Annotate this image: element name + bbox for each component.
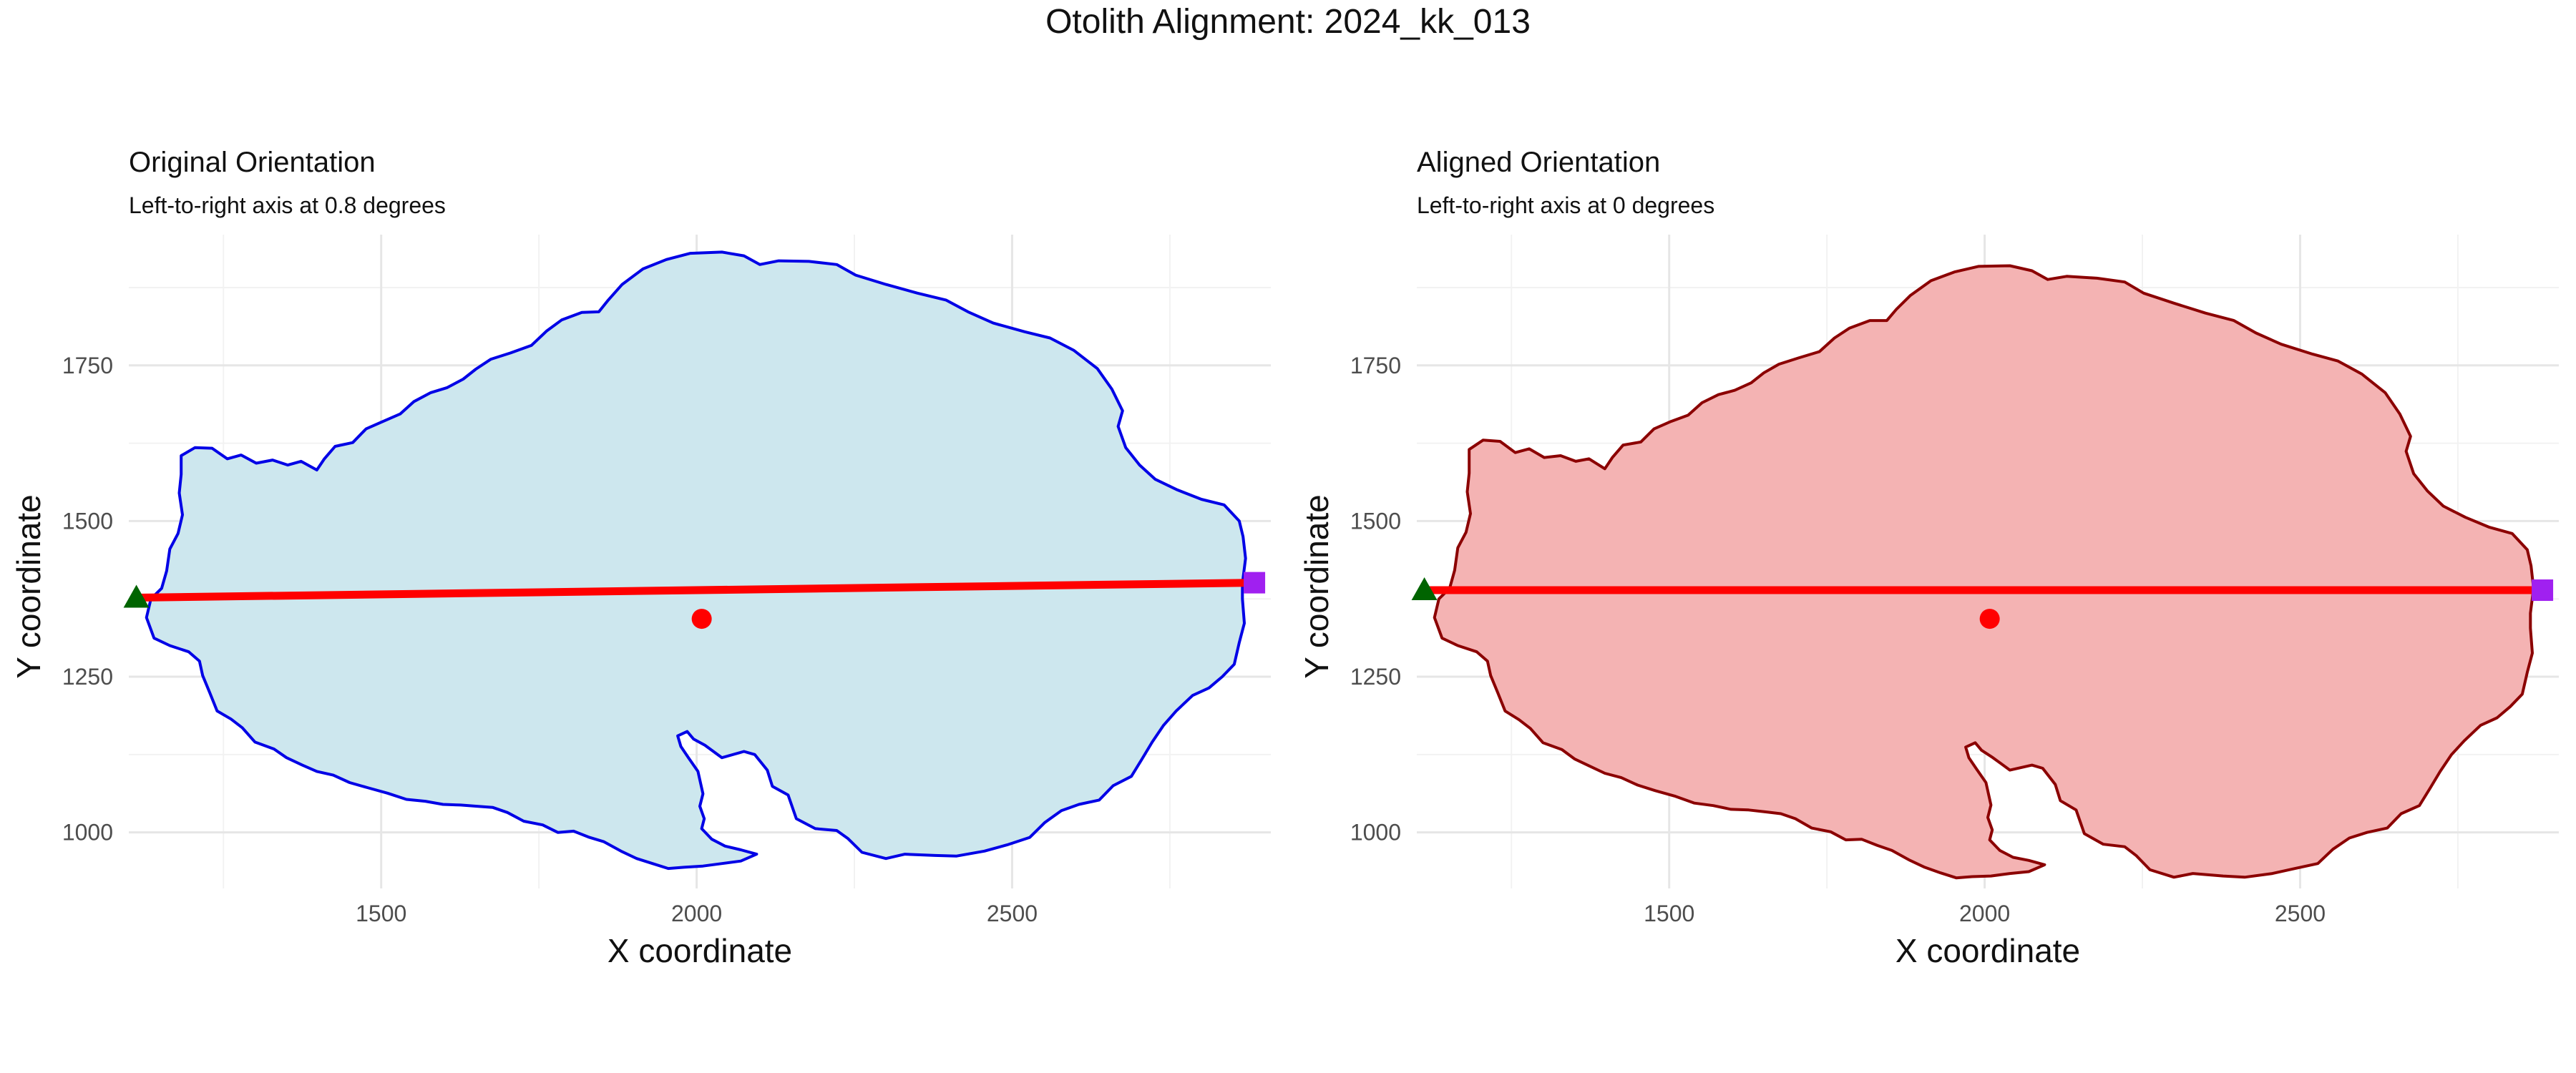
otolith-outline — [1433, 264, 2535, 880]
y-tick-label: 1000 — [1350, 820, 1401, 846]
y-tick-label: 1250 — [62, 664, 113, 690]
panel-original-subtitle: Left-to-right axis at 0.8 degrees — [129, 192, 446, 218]
panel-aligned-xticks: 1500 2000 2500 — [1644, 901, 2326, 926]
y-tick-label: 1500 — [62, 508, 113, 534]
panel-aligned-title: Aligned Orientation — [1417, 147, 1660, 178]
panel-original-ylabel: Y coordinate — [10, 494, 47, 678]
otolith-outline — [145, 250, 1247, 871]
panel-original-yticks: 1000 1250 1500 1750 — [62, 353, 113, 846]
panel-aligned-subtitle: Left-to-right axis at 0 degrees — [1417, 192, 1714, 218]
panel-aligned-yticks: 1000 1250 1500 1750 — [1350, 353, 1401, 846]
alignment-axis-line — [136, 579, 1255, 602]
left-endpoint-marker — [123, 584, 150, 608]
panel-original-xticks: 1500 2000 2500 — [356, 901, 1038, 926]
x-tick-label: 1500 — [356, 901, 406, 926]
y-tick-label: 1000 — [62, 820, 113, 846]
x-tick-label: 2500 — [987, 901, 1038, 926]
panel-original-title: Original Orientation — [129, 147, 376, 178]
panel-original-plot — [123, 250, 1266, 871]
y-tick-label: 1500 — [1350, 508, 1401, 534]
panel-aligned-xlabel: X coordinate — [1896, 932, 2080, 969]
x-tick-label: 2000 — [1959, 901, 2010, 926]
y-tick-label: 1750 — [62, 353, 113, 378]
centroid-point — [1979, 609, 2000, 629]
right-endpoint-marker — [1244, 572, 1266, 594]
panel-original-xlabel: X coordinate — [608, 932, 792, 969]
figure-title: Otolith Alignment: 2024_kk_013 — [1045, 3, 1531, 41]
x-tick-label: 2000 — [671, 901, 722, 926]
right-endpoint-marker — [2532, 579, 2554, 602]
panel-aligned-plot — [1411, 264, 2554, 880]
left-endpoint-marker — [1411, 577, 1438, 601]
panel-aligned-ylabel: Y coordinate — [1298, 494, 1335, 678]
y-tick-label: 1250 — [1350, 664, 1401, 690]
panel-original: Original Orientation Left-to-right axis … — [10, 147, 1271, 969]
x-tick-label: 2500 — [2275, 901, 2326, 926]
centroid-point — [691, 609, 712, 629]
panel-aligned: Aligned Orientation Left-to-right axis a… — [1298, 147, 2559, 969]
x-tick-label: 1500 — [1644, 901, 1694, 926]
y-tick-label: 1750 — [1350, 353, 1401, 378]
